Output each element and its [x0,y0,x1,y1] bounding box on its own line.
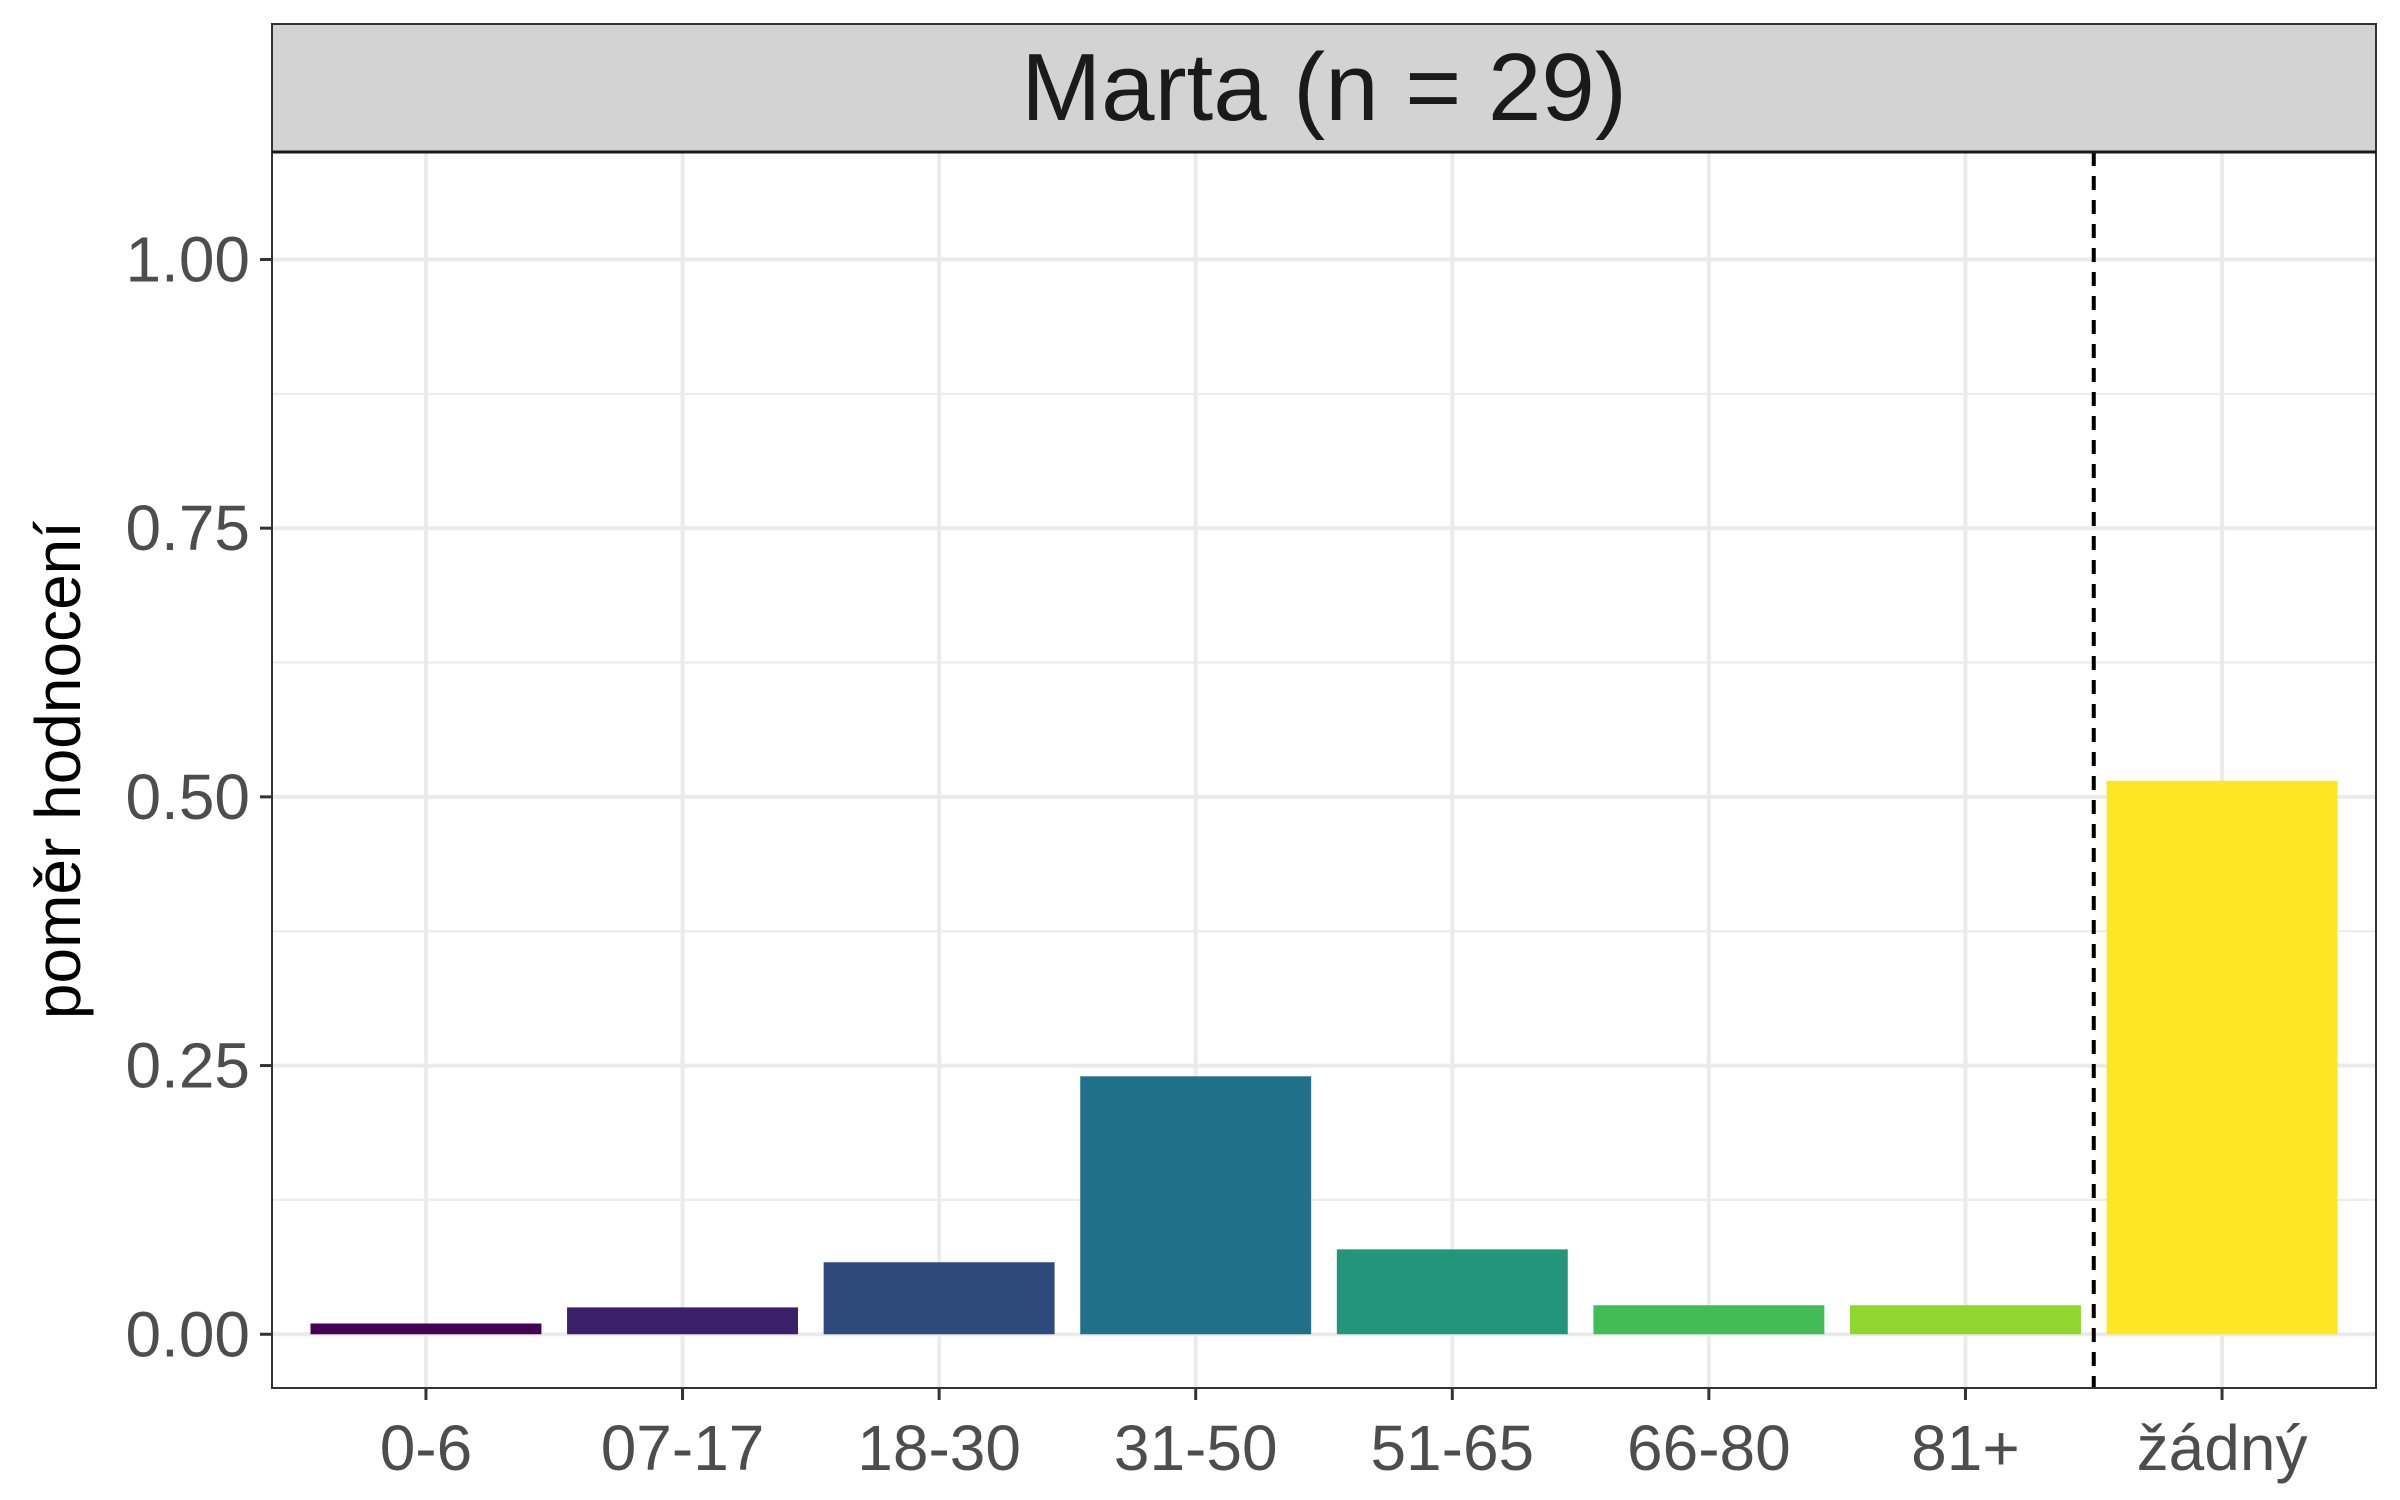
x-tick-label: 81+ [1911,1412,2020,1484]
x-tick-label: žádný [2137,1412,2308,1484]
plot-panel [272,152,2376,1388]
facet-title: Marta (n = 29) [1021,34,1627,141]
x-axis: 0-6 07-17 18-30 31-50 51-65 66-80 81+ žádný [380,1388,2308,1484]
y-tick-label: 0.50 [125,761,250,833]
x-tick-label: 31-50 [1114,1412,1278,1484]
x-tick-label: 51-65 [1370,1412,1534,1484]
x-tick-label: 0-6 [380,1412,473,1484]
bar-81+ [1850,1305,2081,1335]
y-axis: 0.00 0.25 0.50 0.75 1.00 [125,223,272,1370]
bar-žádný [2106,780,2338,1335]
x-tick-label: 66-80 [1627,1412,1791,1484]
bar-66-80 [1593,1305,1825,1335]
y-tick-label: 0.25 [125,1030,250,1102]
bar-51-65 [1336,1249,1568,1335]
bar-18-30 [823,1262,1055,1335]
x-tick-label: 18-30 [857,1412,1021,1484]
bar-31-50 [1080,1076,1312,1335]
bar-07-17 [567,1307,798,1335]
y-tick-label: 1.00 [125,223,250,295]
bar-0-6 [310,1323,542,1335]
x-tick-label: 07-17 [601,1412,765,1484]
y-tick-label: 0.00 [125,1298,250,1370]
bars [310,780,2338,1335]
facet-strip [271,23,2377,153]
y-axis-title: poměr hodnocení [22,521,94,1019]
y-tick-label: 0.75 [125,492,250,564]
